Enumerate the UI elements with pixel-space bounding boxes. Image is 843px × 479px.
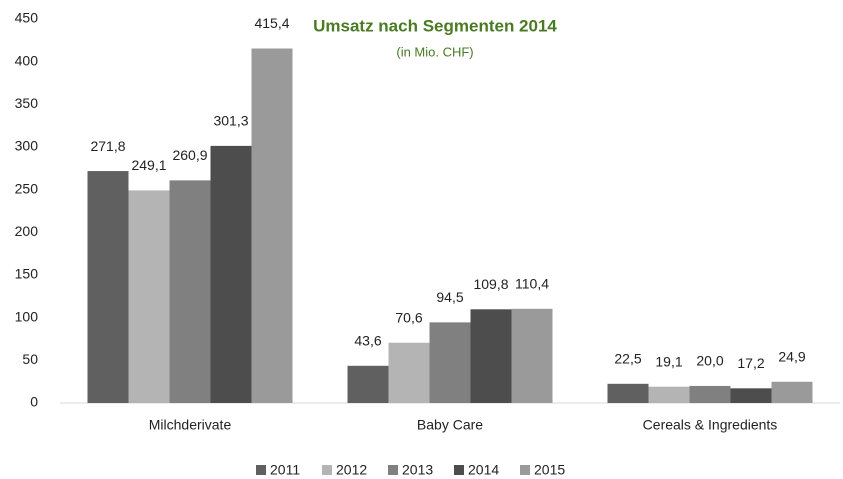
data-label: 22,5 [614, 351, 641, 367]
x-tick-label: Cereals & Ingredients [643, 417, 778, 433]
legend-label: 2014 [468, 462, 499, 478]
y-tick-label: 250 [15, 180, 39, 196]
bar [607, 383, 649, 403]
data-label: 20,0 [696, 353, 723, 369]
data-label: 415,4 [254, 15, 289, 31]
bar [689, 385, 731, 403]
data-label: 17,2 [737, 355, 764, 371]
y-tick-label: 400 [15, 52, 39, 68]
legend-swatch [388, 465, 398, 475]
chart-title: Umsatz nach Segmenten 2014 [313, 16, 557, 35]
bar [429, 322, 471, 403]
data-label: 271,8 [90, 138, 125, 154]
y-tick-label: 50 [22, 351, 38, 367]
data-label: 109,8 [473, 276, 508, 292]
y-tick-label: 100 [15, 308, 39, 324]
bar [648, 386, 690, 403]
data-label: 110,4 [515, 275, 549, 291]
bar [388, 342, 430, 403]
x-tick-label: Baby Care [417, 417, 483, 433]
data-label: 19,1 [655, 353, 682, 369]
y-tick-label: 450 [15, 10, 39, 26]
bar [87, 171, 129, 403]
y-tick-label: 200 [15, 223, 39, 239]
legend-label: 2013 [402, 462, 433, 478]
data-label: 94,5 [436, 289, 463, 305]
data-label: 249,1 [131, 157, 166, 173]
bar [128, 190, 170, 403]
data-label: 43,6 [354, 332, 381, 348]
data-label: 301,3 [213, 113, 248, 129]
data-label: 24,9 [778, 348, 805, 364]
x-tick-label: Milchderivate [149, 417, 232, 433]
legend-label: 2012 [336, 462, 367, 478]
y-tick-label: 300 [15, 138, 39, 154]
y-tick-label: 0 [30, 394, 38, 410]
y-tick-label: 150 [15, 266, 39, 282]
legend-label: 2011 [270, 462, 300, 478]
bar [210, 145, 252, 403]
data-label: 70,6 [395, 309, 422, 325]
chart-subtitle: (in Mio. CHF) [396, 44, 473, 59]
legend-swatch [520, 465, 530, 475]
bar [730, 388, 772, 403]
bar [251, 48, 293, 404]
data-label: 260,9 [172, 147, 207, 163]
legend-swatch [256, 465, 266, 475]
bar [470, 309, 512, 403]
legend-swatch [322, 465, 332, 475]
legend-label: 2015 [534, 462, 565, 478]
y-tick-label: 350 [15, 95, 39, 111]
bar [771, 381, 813, 403]
bar [169, 180, 211, 403]
bar [347, 365, 389, 403]
legend-swatch [454, 465, 464, 475]
bar [511, 308, 553, 403]
